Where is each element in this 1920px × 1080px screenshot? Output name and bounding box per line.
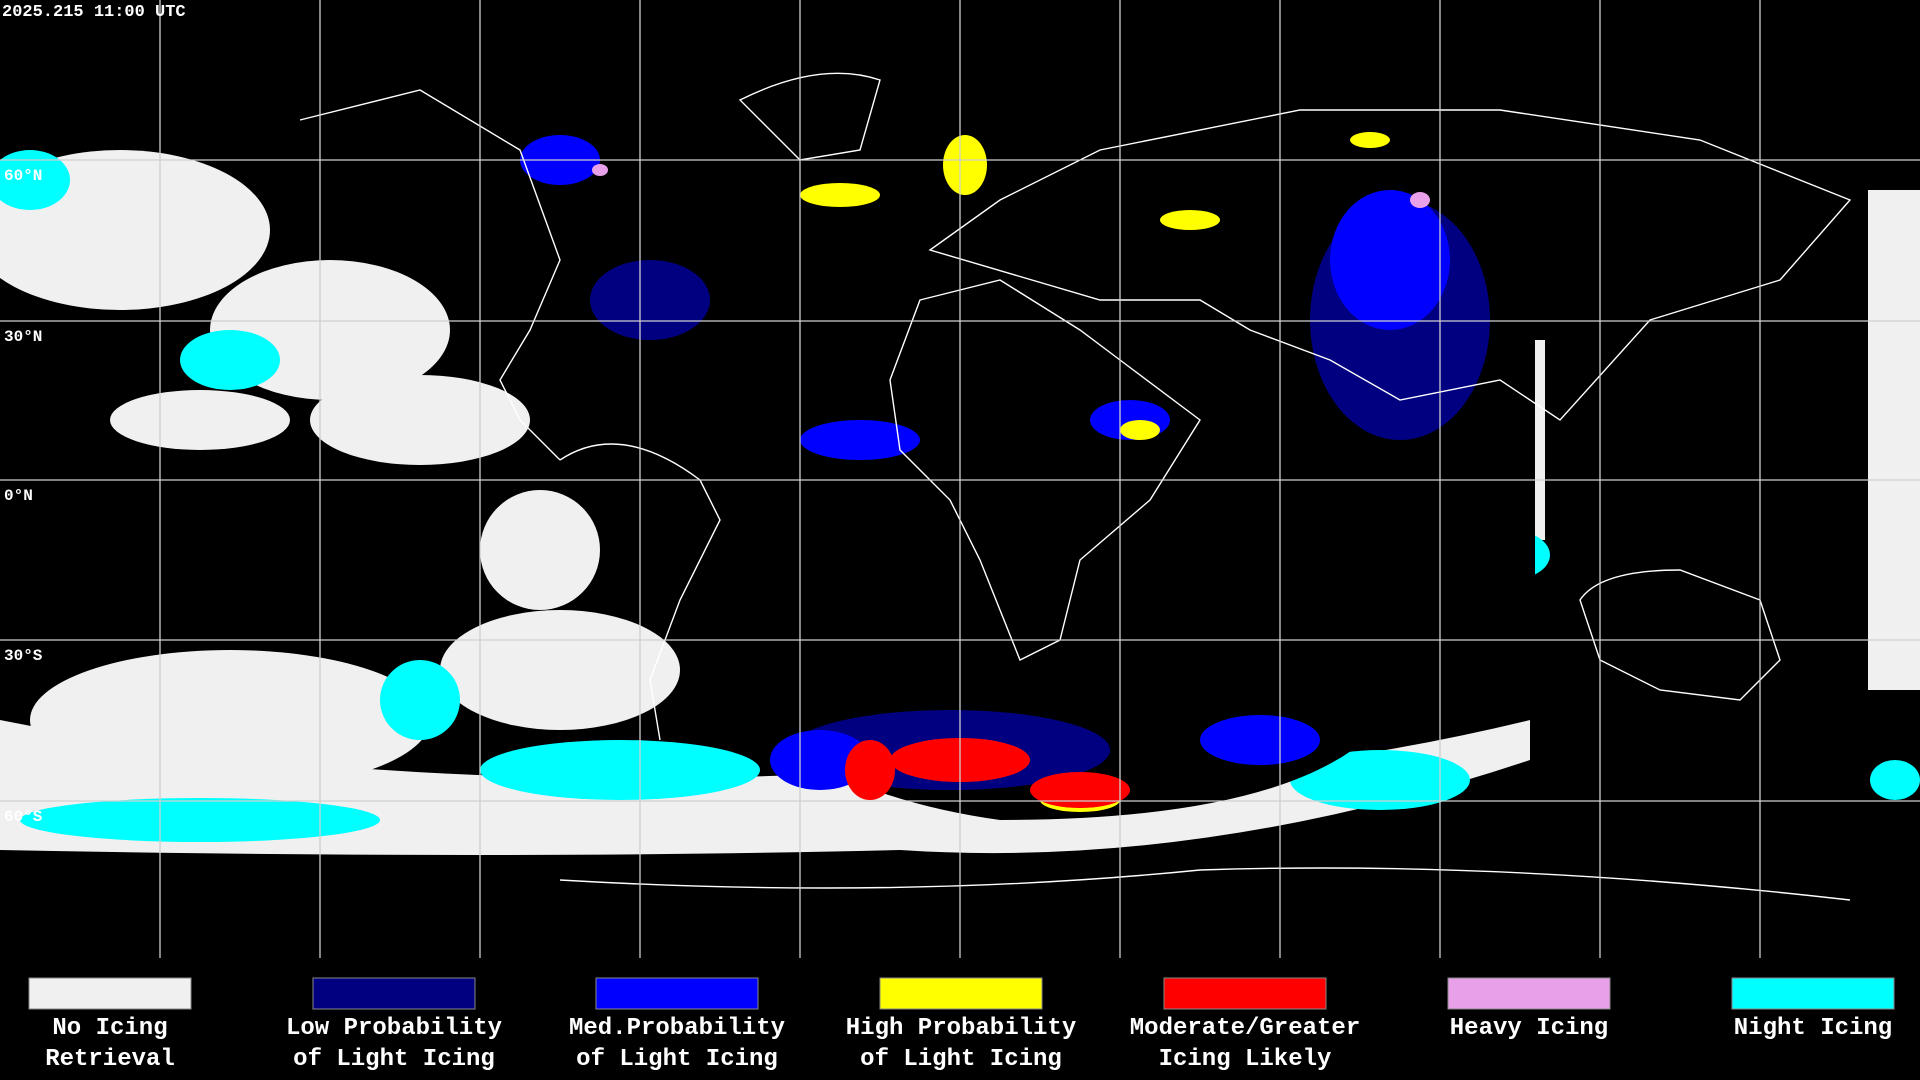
- latitude-labels: 60°N 30°N 0°N 30°S 60°S: [4, 167, 43, 826]
- latitude-label: 60°S: [4, 808, 43, 826]
- legend-swatch: [312, 977, 476, 1010]
- latitude-label: 30°N: [4, 328, 42, 346]
- icing-patches: [520, 132, 1490, 812]
- legend-label: Retrieval: [45, 1046, 175, 1073]
- legend: No Icing Retrieval Low Probability of Light…: [28, 977, 1895, 1073]
- legend-swatch: [1163, 977, 1327, 1010]
- latitude-label: 30°S: [4, 647, 43, 665]
- legend-label: of Light Icing: [576, 1046, 778, 1073]
- legend-label: Moderate/Greater: [1130, 1015, 1360, 1042]
- grid: [0, 0, 1920, 958]
- legend-label: of Light Icing: [860, 1046, 1062, 1073]
- legend-label: Icing Likely: [1159, 1046, 1332, 1073]
- legend-label: Night Icing: [1734, 1015, 1892, 1042]
- legend-label: Low Probability: [286, 1015, 502, 1042]
- legend-swatch: [28, 977, 192, 1010]
- legend-swatch: [1731, 977, 1895, 1010]
- coastlines: [299, 72, 1852, 901]
- legend-swatch: [879, 977, 1043, 1010]
- legend-swatch: [1447, 977, 1611, 1010]
- legend-swatch: [595, 977, 759, 1010]
- legend-label: High Probability: [846, 1015, 1076, 1042]
- night-icing-areas: [0, 150, 1920, 842]
- legend-label: No Icing: [52, 1015, 167, 1042]
- legend-label: of Light Icing: [293, 1046, 495, 1073]
- latitude-label: 60°N: [4, 167, 42, 185]
- legend-label: Med.Probability: [569, 1015, 785, 1042]
- no-icing-areas: [0, 150, 1920, 855]
- timestamp: 2025.215 11:00 UTC: [2, 3, 186, 22]
- latitude-label: 0°N: [4, 487, 33, 505]
- legend-label: Heavy Icing: [1450, 1015, 1608, 1042]
